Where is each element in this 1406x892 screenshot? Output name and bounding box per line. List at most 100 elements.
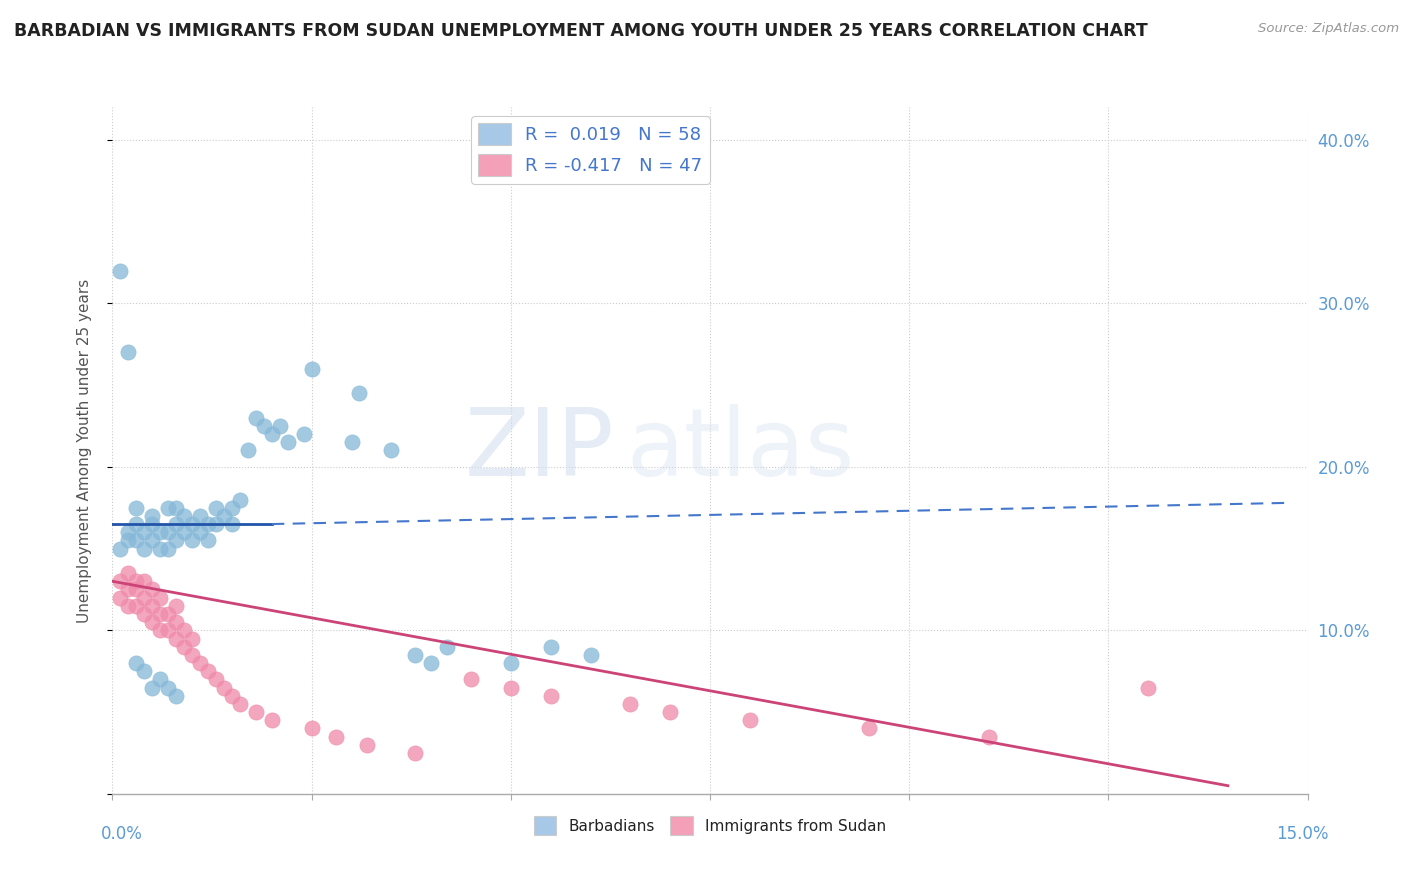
Text: 15.0%: 15.0% [1277, 825, 1329, 843]
Point [134, 607, 156, 621]
Point [212, 508, 235, 523]
Point [141, 516, 163, 531]
Point [173, 624, 195, 638]
Point [221, 689, 243, 703]
Point [134, 664, 156, 679]
Point [325, 730, 347, 744]
Point [134, 541, 156, 556]
Point [117, 525, 139, 540]
Point [245, 705, 267, 719]
Point [738, 714, 761, 728]
Point [110, 574, 132, 589]
Point [277, 435, 299, 450]
Point [188, 508, 211, 523]
Point [579, 648, 602, 662]
Point [149, 673, 172, 687]
Point [165, 599, 187, 613]
Text: ZIP: ZIP [465, 404, 614, 497]
Point [188, 525, 211, 540]
Point [149, 624, 172, 638]
Text: atlas: atlas [627, 404, 855, 497]
Point [301, 361, 323, 376]
Point [157, 525, 180, 540]
Point [110, 591, 132, 605]
Point [117, 599, 139, 613]
Point [540, 640, 562, 654]
Point [404, 648, 426, 662]
Point [1137, 681, 1160, 695]
Point [141, 582, 163, 597]
Point [404, 746, 426, 760]
Point [212, 681, 235, 695]
Point [173, 525, 195, 540]
Point [260, 714, 283, 728]
Point [149, 541, 172, 556]
Point [125, 599, 148, 613]
Point [157, 541, 180, 556]
Point [499, 656, 522, 670]
Text: 0.0%: 0.0% [101, 825, 143, 843]
Point [125, 574, 148, 589]
Point [181, 632, 204, 646]
Point [149, 525, 172, 540]
Point [157, 681, 180, 695]
Point [165, 615, 187, 630]
Point [205, 516, 228, 531]
Point [134, 525, 156, 540]
Point [141, 615, 163, 630]
Point [110, 541, 132, 556]
Point [117, 533, 139, 548]
Point [181, 533, 204, 548]
Point [269, 418, 291, 433]
Point [301, 722, 323, 736]
Point [125, 533, 148, 548]
Point [858, 722, 880, 736]
Point [356, 738, 378, 752]
Point [977, 730, 1000, 744]
Point [436, 640, 458, 654]
Point [205, 500, 228, 515]
Point [157, 607, 180, 621]
Point [245, 410, 267, 425]
Legend: Barbadians, Immigrants from Sudan: Barbadians, Immigrants from Sudan [527, 810, 893, 841]
Point [165, 516, 187, 531]
Point [221, 516, 243, 531]
Point [260, 427, 283, 442]
Point [134, 591, 156, 605]
Point [125, 500, 148, 515]
Point [134, 574, 156, 589]
Point [157, 624, 180, 638]
Y-axis label: Unemployment Among Youth under 25 years: Unemployment Among Youth under 25 years [77, 278, 91, 623]
Point [540, 689, 562, 703]
Point [460, 673, 482, 687]
Point [117, 566, 139, 580]
Point [229, 697, 252, 711]
Point [205, 673, 228, 687]
Point [253, 418, 276, 433]
Point [229, 492, 252, 507]
Point [125, 582, 148, 597]
Point [659, 705, 682, 719]
Point [125, 516, 148, 531]
Point [117, 345, 139, 359]
Point [165, 689, 187, 703]
Point [236, 443, 259, 458]
Point [340, 435, 363, 450]
Point [149, 591, 172, 605]
Point [149, 607, 172, 621]
Point [157, 500, 180, 515]
Point [141, 533, 163, 548]
Point [349, 386, 371, 401]
Point [380, 443, 402, 458]
Point [125, 656, 148, 670]
Point [117, 582, 139, 597]
Point [165, 632, 187, 646]
Point [221, 500, 243, 515]
Point [619, 697, 641, 711]
Point [173, 640, 195, 654]
Point [499, 681, 522, 695]
Point [197, 516, 219, 531]
Point [188, 656, 211, 670]
Text: BARBADIAN VS IMMIGRANTS FROM SUDAN UNEMPLOYMENT AMONG YOUTH UNDER 25 YEARS CORRE: BARBADIAN VS IMMIGRANTS FROM SUDAN UNEMP… [14, 22, 1147, 40]
Point [181, 648, 204, 662]
